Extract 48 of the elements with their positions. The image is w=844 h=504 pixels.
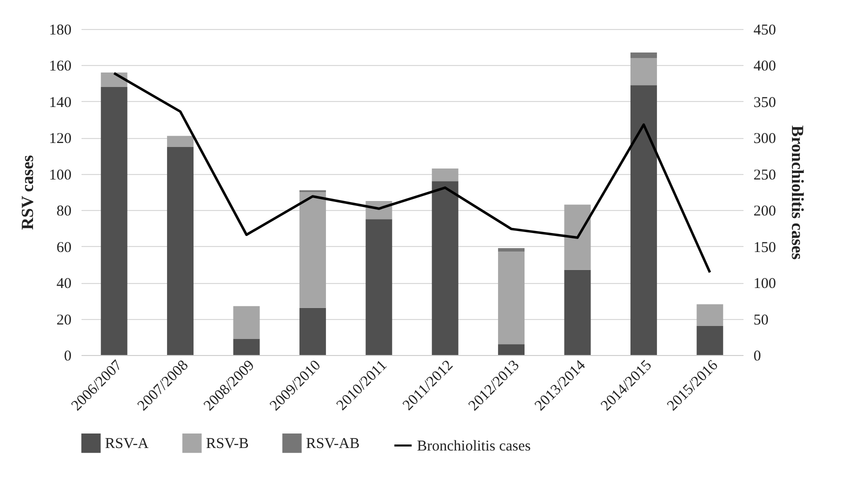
y-tick-label: 40 xyxy=(56,276,72,292)
y2-tick-label: 300 xyxy=(754,131,776,148)
y-tick-label: 60 xyxy=(56,240,72,256)
bar xyxy=(630,52,657,58)
y-tick-label: 120 xyxy=(49,131,72,148)
bar xyxy=(432,181,458,355)
bar xyxy=(167,136,194,147)
y2-tick-label: 250 xyxy=(754,167,776,184)
y-tick-label: 100 xyxy=(49,167,72,184)
bar xyxy=(696,304,724,326)
y-tick-label: 80 xyxy=(56,204,72,220)
bar xyxy=(366,219,392,355)
legend-label: RSV-A xyxy=(105,436,149,452)
bar xyxy=(432,168,458,182)
y2-tick-label: 400 xyxy=(754,58,776,75)
y2-tick-label: 150 xyxy=(754,240,776,256)
bar xyxy=(100,72,128,87)
y-tick-label: 140 xyxy=(49,94,72,111)
bar xyxy=(564,204,591,270)
legend-label: RSV-AB xyxy=(306,436,360,452)
bar xyxy=(299,308,326,355)
bar xyxy=(498,248,525,252)
y2-tick-label: 350 xyxy=(754,94,776,111)
bar xyxy=(630,58,657,86)
y-tick-label: 0 xyxy=(64,348,72,364)
bar xyxy=(696,326,724,355)
y-tick-label: 20 xyxy=(56,312,72,328)
bar xyxy=(498,252,525,344)
line-series xyxy=(112,72,712,274)
y2-tick-label: 0 xyxy=(754,348,761,364)
bar xyxy=(498,344,525,355)
bar xyxy=(233,306,260,339)
bar xyxy=(564,270,591,355)
y2-tick-label: 50 xyxy=(754,312,768,328)
y2-tick-label: 450 xyxy=(754,22,776,38)
bar xyxy=(233,338,260,355)
bar xyxy=(630,85,657,355)
y2-axis-title: Bronchiolitis cases xyxy=(788,125,807,260)
legend-label: RSV-B xyxy=(206,436,249,452)
legend-label: Bronchiolitis cases xyxy=(417,438,531,454)
y2-tick-label: 200 xyxy=(754,204,776,220)
y-axis-title: RSV cases xyxy=(18,154,37,230)
y-tick-label: 160 xyxy=(49,58,72,75)
bar xyxy=(299,192,326,308)
bar xyxy=(167,146,194,355)
y2-tick-label: 100 xyxy=(754,276,776,292)
y-tick-label: 180 xyxy=(49,22,72,38)
bar xyxy=(100,86,128,355)
